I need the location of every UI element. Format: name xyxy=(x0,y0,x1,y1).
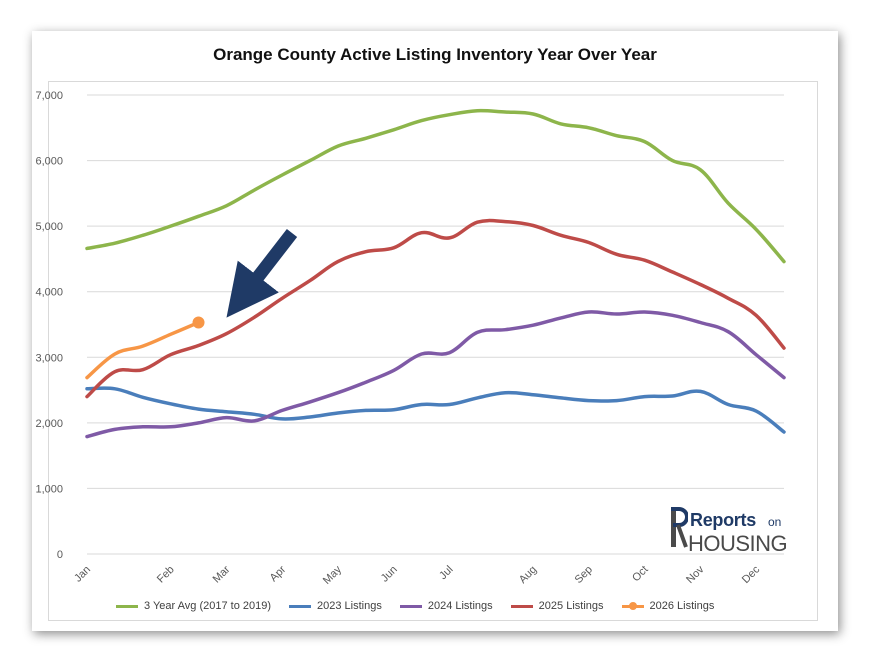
x-tick-label: Mar xyxy=(211,563,233,585)
x-tick-label: Aug xyxy=(517,564,539,586)
y-tick-label: 3,000 xyxy=(35,352,63,364)
chart-legend: 3 Year Avg (2017 to 2019) 2023 Listings 20… xyxy=(116,598,714,614)
series-line xyxy=(85,310,786,439)
y-tick-label: 1,000 xyxy=(35,483,63,495)
series-line xyxy=(85,320,201,380)
series-end-marker xyxy=(192,316,205,329)
logo-r-icon xyxy=(671,507,688,548)
callout-arrow xyxy=(226,229,298,318)
legend-swatch xyxy=(116,604,138,608)
legend-item: 2026 Listings xyxy=(621,598,715,614)
logo-word-reports: Reports xyxy=(690,510,756,530)
x-tick-label: Jul xyxy=(437,564,455,582)
legend-label: 2024 Listings xyxy=(427,600,493,612)
x-tick-label: May xyxy=(321,563,345,587)
x-tick-label: Nov xyxy=(684,563,707,586)
y-tick-label: 5,000 xyxy=(35,221,63,233)
legend-label: 2023 Listings xyxy=(317,600,382,612)
logo-word-housing: HOUSING xyxy=(688,531,788,556)
legend-marker xyxy=(628,601,637,610)
legend-label: 2026 Listings xyxy=(649,600,715,612)
legend-swatch xyxy=(510,604,533,608)
x-tick-label: Sep xyxy=(573,564,595,586)
chart-container: Orange County Active Listing Inventory Y… xyxy=(32,31,838,631)
chart-canvas: 0 1,000 2,000 3,000 4,000 5,000 6,000 7,000 Jan F… xyxy=(35,90,786,587)
legend-swatch xyxy=(289,604,312,608)
legend-label: 3 Year Avg (2017 to 2019) xyxy=(144,600,272,612)
y-tick-label: 7,000 xyxy=(35,90,63,102)
y-tick-label: 4,000 xyxy=(35,287,63,299)
legend-item: 3 Year Avg (2017 to 2019) xyxy=(116,598,271,614)
series-line xyxy=(85,108,786,264)
y-tick-label: 6,000 xyxy=(35,156,63,168)
y-tick-label: 2,000 xyxy=(35,418,63,430)
x-tick-label: Jan xyxy=(72,564,93,585)
series-line xyxy=(85,218,786,399)
y-tick-label: 0 xyxy=(57,549,63,561)
series-line xyxy=(85,386,786,434)
legend-item: 2023 Listings xyxy=(289,598,382,614)
legend-swatch xyxy=(621,601,644,610)
legend-swatch xyxy=(399,604,422,608)
legend-item: 2024 Listings xyxy=(399,598,493,614)
legend-item: 2025 Listings xyxy=(510,598,604,614)
reports-on-housing-logo: Reports on HOUSING xyxy=(668,507,798,556)
x-tick-label: Feb xyxy=(155,564,177,586)
logo-word-on: on xyxy=(768,515,782,529)
x-tick-label: Jun xyxy=(379,564,400,585)
x-tick-label: Apr xyxy=(268,563,289,584)
x-tick-label: Oct xyxy=(630,564,651,585)
chart-title: Orange County Active Listing Inventory Y… xyxy=(213,45,657,64)
x-tick-label: Dec xyxy=(740,563,763,586)
legend-label: 2025 Listings xyxy=(538,600,604,612)
